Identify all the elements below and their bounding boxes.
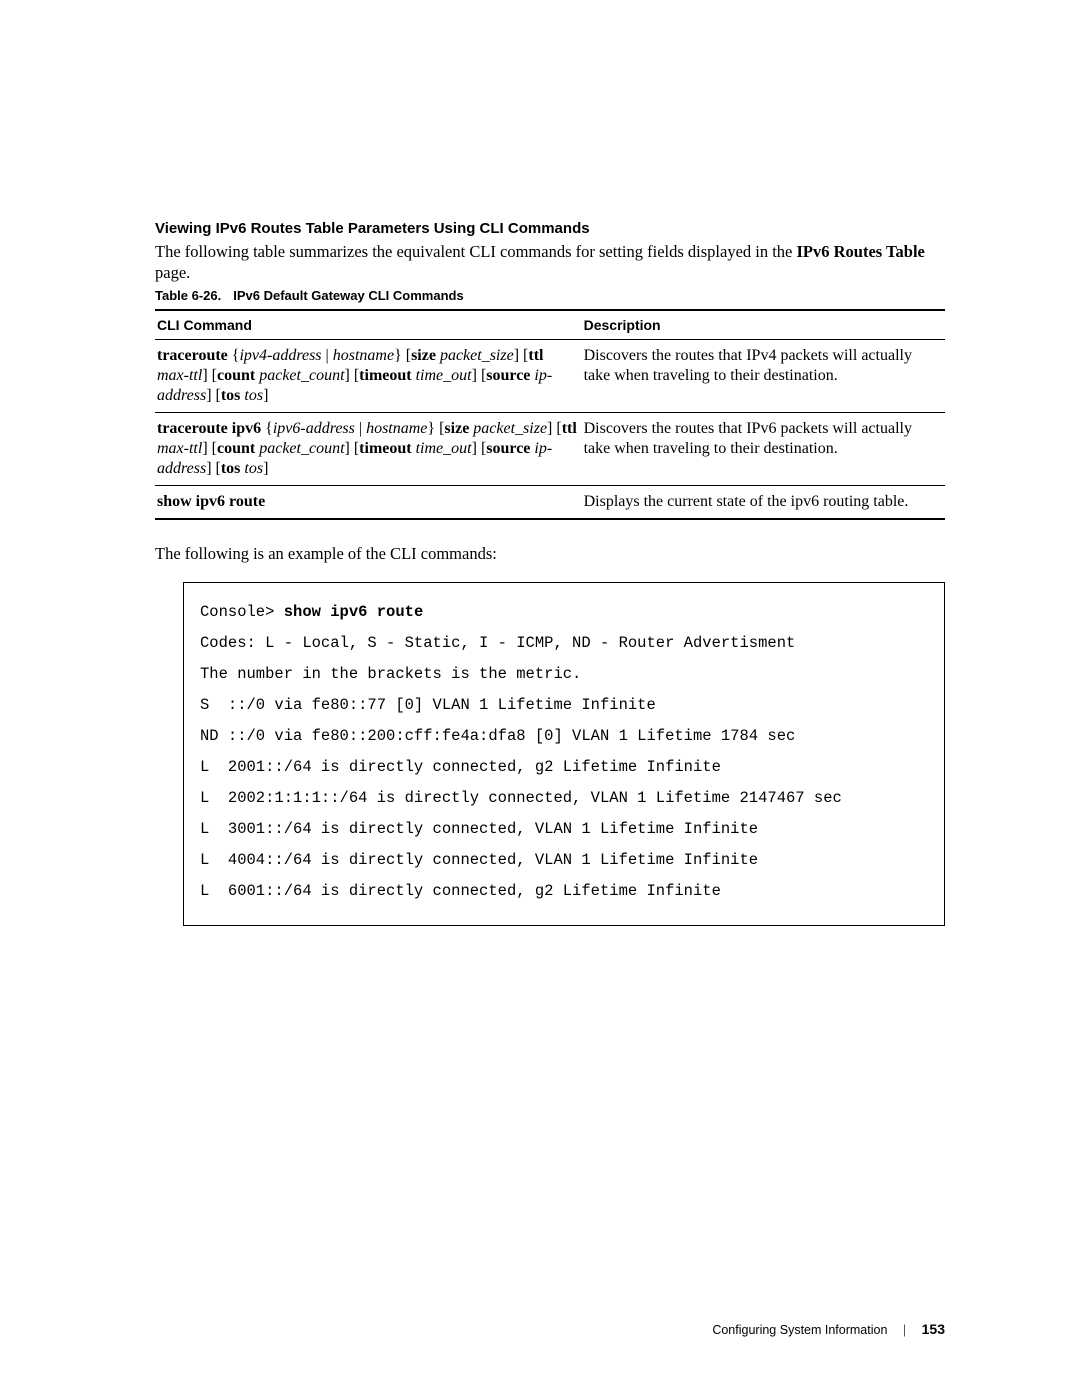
table-cell-description: Discovers the routes that IPv4 packets w… <box>582 339 945 412</box>
cli-line: The number in the brackets is the metric… <box>200 665 581 683</box>
intro-bold: IPv6 Routes Table <box>797 242 925 261</box>
table-cell-command: traceroute {ipv4-address | hostname} [si… <box>155 339 582 412</box>
cli-commands-table: CLI Command Description traceroute {ipv4… <box>155 309 945 520</box>
cli-line: L 4004::/64 is directly connected, VLAN … <box>200 851 758 869</box>
table-header-description: Description <box>582 310 945 340</box>
footer-divider: | <box>891 1323 918 1337</box>
table-caption-title: IPv6 Default Gateway CLI Commands <box>233 288 463 303</box>
cli-line: L 2002:1:1:1::/64 is directly connected,… <box>200 789 842 807</box>
table-cell-command: show ipv6 route <box>155 485 582 519</box>
table-header-row: CLI Command Description <box>155 310 945 340</box>
table-row: traceroute ipv6 {ipv6-address | hostname… <box>155 412 945 485</box>
page-footer: Configuring System Information | 153 <box>712 1321 945 1337</box>
cli-line: L 6001::/64 is directly connected, g2 Li… <box>200 882 721 900</box>
cli-line: S ::/0 via fe80::77 [0] VLAN 1 Lifetime … <box>200 696 656 714</box>
intro-suffix: page. <box>155 263 190 282</box>
footer-page-number: 153 <box>922 1321 945 1337</box>
cli-prompt: Console> <box>200 603 284 621</box>
cli-line: L 3001::/64 is directly connected, VLAN … <box>200 820 758 838</box>
table-header-command: CLI Command <box>155 310 582 340</box>
post-table-text: The following is an example of the CLI c… <box>155 544 945 564</box>
intro-prefix: The following table summarizes the equiv… <box>155 242 797 261</box>
document-page: Viewing IPv6 Routes Table Parameters Usi… <box>0 0 1080 1397</box>
table-row: traceroute {ipv4-address | hostname} [si… <box>155 339 945 412</box>
cli-command: show ipv6 route <box>284 603 424 621</box>
table-cell-command: traceroute ipv6 {ipv6-address | hostname… <box>155 412 582 485</box>
cli-line: ND ::/0 via fe80::200:cff:fe4a:dfa8 [0] … <box>200 727 795 745</box>
table-row: show ipv6 route Displays the current sta… <box>155 485 945 519</box>
table-caption: Table 6-26.IPv6 Default Gateway CLI Comm… <box>155 288 945 303</box>
intro-paragraph: The following table summarizes the equiv… <box>155 241 945 284</box>
footer-section: Configuring System Information <box>712 1323 887 1337</box>
cli-line: L 2001::/64 is directly connected, g2 Li… <box>200 758 721 776</box>
cli-line: Codes: L - Local, S - Static, I - ICMP, … <box>200 634 795 652</box>
table-cell-description: Discovers the routes that IPv6 packets w… <box>582 412 945 485</box>
table-caption-number: Table 6-26. <box>155 288 233 303</box>
cli-example-box: Console> show ipv6 route Codes: L - Loca… <box>183 582 945 926</box>
table-cell-description: Displays the current state of the ipv6 r… <box>582 485 945 519</box>
section-heading: Viewing IPv6 Routes Table Parameters Usi… <box>155 220 945 237</box>
